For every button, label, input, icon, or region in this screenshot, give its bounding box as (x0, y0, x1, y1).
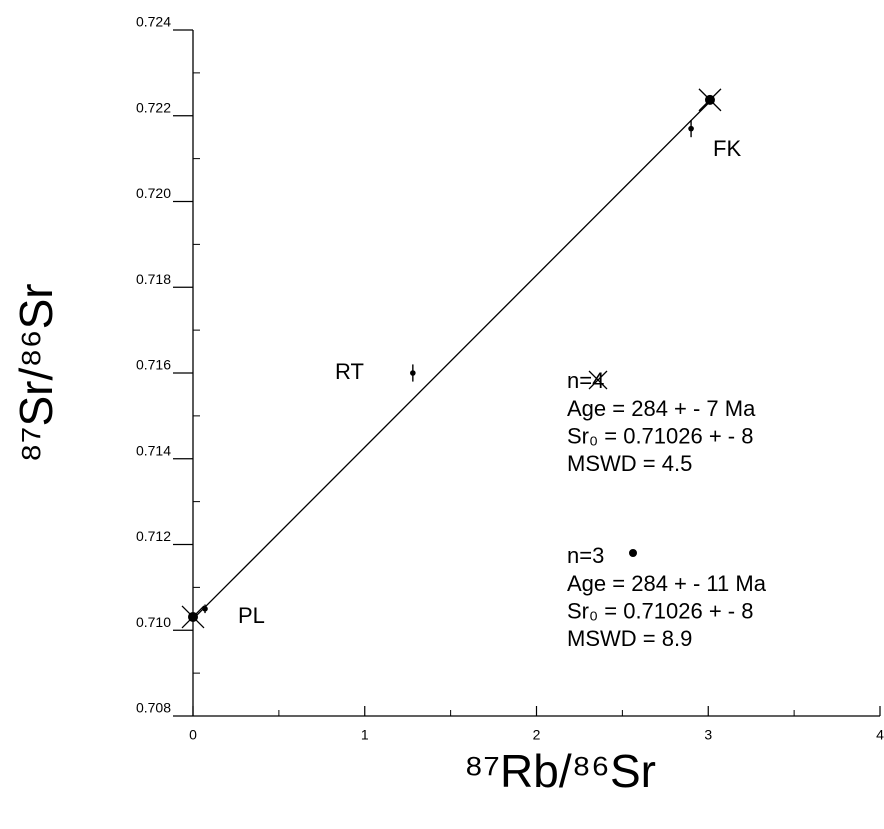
cross-marker (181, 605, 205, 629)
legend-stat: Sr₀ = 0.71026 + - 8 (567, 423, 753, 448)
x-tick-label: 1 (361, 727, 369, 743)
point-label: FK (713, 136, 741, 161)
y-tick-label: 0.724 (136, 14, 171, 30)
y-tick-label: 0.720 (136, 185, 171, 201)
y-tick-label: 0.714 (136, 442, 171, 458)
cross-marker (588, 370, 608, 390)
y-tick-label: 0.716 (136, 357, 171, 373)
legend-stat: Age = 284 + - 7 Ma (567, 396, 756, 421)
y-tick-label: 0.718 (136, 271, 171, 287)
x-tick-label: 4 (876, 727, 884, 743)
x-tick-label: 2 (533, 727, 541, 743)
y-tick-label: 0.708 (136, 700, 171, 716)
x-axis-label: ⁸⁷Rb/⁸⁶Sr (464, 745, 656, 797)
legend-stat: Age = 284 + - 11 Ma (567, 571, 767, 596)
legend-label: n=3 (567, 543, 604, 568)
point-label: RT (335, 359, 364, 384)
y-axis-label: ⁸⁷Sr/⁸⁶Sr (10, 283, 62, 462)
y-tick-label: 0.712 (136, 528, 171, 544)
y-tick-label: 0.722 (136, 99, 171, 115)
isochron-line (192, 99, 713, 620)
point-label: PL (238, 603, 265, 628)
legend-dot (629, 549, 637, 557)
cross-marker (698, 88, 722, 112)
x-tick-label: 0 (189, 727, 197, 743)
legend-stat: Sr₀ = 0.71026 + - 8 (567, 598, 753, 623)
y-tick-label: 0.710 (136, 614, 171, 630)
legend-stat: MSWD = 4.5 (567, 451, 692, 476)
x-tick-label: 3 (704, 727, 712, 743)
legend-stat: MSWD = 8.9 (567, 626, 692, 651)
